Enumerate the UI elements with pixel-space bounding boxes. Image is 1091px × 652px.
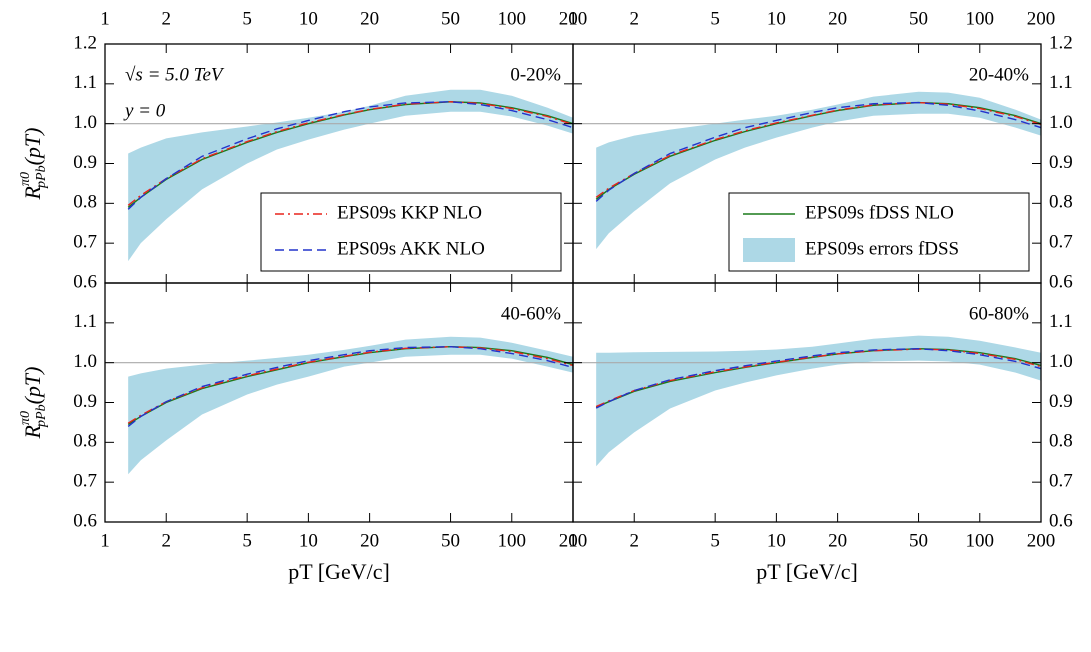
error-band xyxy=(128,336,573,475)
plot-area xyxy=(105,336,573,475)
x-tick-label: 2 xyxy=(629,530,639,551)
y-label-tail: (pT) xyxy=(20,367,45,405)
x-tick-label: 200 xyxy=(1027,8,1056,29)
y-tick-label: 1.1 xyxy=(1049,311,1073,332)
x-tick-label: 1 xyxy=(100,8,110,29)
y-label-main: R xyxy=(20,424,45,439)
y-tick-label: 0.7 xyxy=(73,471,97,492)
panel-label: 0-20% xyxy=(510,64,561,85)
curve xyxy=(595,348,1041,408)
y-tick-label: 1.2 xyxy=(1049,32,1073,53)
y-tick-label: 0.7 xyxy=(73,232,97,253)
y-tick-label: 1.0 xyxy=(73,112,97,133)
curve xyxy=(595,348,1041,409)
x-tick-label: 200 xyxy=(559,530,588,551)
x-tick-label: 2 xyxy=(161,8,171,29)
x-tick-label: 50 xyxy=(909,8,928,29)
x-tick-label: 200 xyxy=(1027,530,1056,551)
annotation: √s = 5.0 TeV xyxy=(125,64,225,85)
x-tick-label: 100 xyxy=(966,8,995,29)
x-tick-label: 50 xyxy=(909,530,928,551)
y-tick-label: 0.8 xyxy=(1049,192,1073,213)
x-tick-label: 50 xyxy=(441,530,460,551)
plot-area xyxy=(573,335,1041,467)
y-tick-label: 0.6 xyxy=(1049,271,1073,292)
y-tick-label: 0.7 xyxy=(1049,232,1073,253)
legend-label: EPS09s KKP NLO xyxy=(337,202,482,223)
x-tick-label: 20 xyxy=(828,8,847,29)
y-label-main: R xyxy=(20,185,45,200)
panel-label: 20-40% xyxy=(969,64,1029,85)
y-label-tail: (pT) xyxy=(20,128,45,166)
legend-label: EPS09s AKK NLO xyxy=(337,238,485,259)
legend-swatch xyxy=(743,238,795,262)
annotation: y = 0 xyxy=(123,100,166,121)
y-tick-label: 0.6 xyxy=(73,271,97,292)
y-tick-label: 1.1 xyxy=(73,311,97,332)
curve xyxy=(127,346,573,427)
x-tick-label: 100 xyxy=(498,8,527,29)
y-tick-label: 0.9 xyxy=(1049,391,1073,412)
x-tick-label: 5 xyxy=(710,530,720,551)
x-tick-label: 5 xyxy=(242,530,252,551)
y-tick-label: 1.0 xyxy=(1049,112,1073,133)
x-tick-label: 20 xyxy=(360,8,379,29)
curve xyxy=(127,346,573,424)
x-tick-label: 50 xyxy=(441,8,460,29)
y-label-sup: π0 xyxy=(18,411,33,425)
y-tick-label: 0.8 xyxy=(73,192,97,213)
error-band xyxy=(128,89,573,262)
x-tick-label: 200 xyxy=(559,8,588,29)
x-tick-label: 5 xyxy=(242,8,252,29)
y-tick-label: 0.8 xyxy=(73,431,97,452)
plot-area xyxy=(573,91,1041,250)
y-axis-label: Rπ0pPb(pT) xyxy=(18,128,49,201)
y-label-sup: π0 xyxy=(18,172,33,186)
y-tick-label: 0.9 xyxy=(73,391,97,412)
y-tick-label: 0.9 xyxy=(1049,152,1073,173)
panel-label: 60-80% xyxy=(969,303,1029,324)
x-axis-label: pT [GeV/c] xyxy=(756,559,858,584)
x-tick-label: 100 xyxy=(498,530,527,551)
x-tick-label: 10 xyxy=(767,8,786,29)
x-tick-label: 10 xyxy=(299,8,318,29)
error-band xyxy=(596,91,1041,250)
x-tick-label: 1 xyxy=(568,530,578,551)
x-tick-label: 10 xyxy=(299,530,318,551)
curve xyxy=(595,101,1041,202)
x-axis-label: pT [GeV/c] xyxy=(288,559,390,584)
x-tick-label: 20 xyxy=(828,530,847,551)
panel-label: 40-60% xyxy=(501,303,561,324)
y-tick-label: 0.6 xyxy=(73,510,97,531)
y-axis-label: Rπ0pPb(pT) xyxy=(18,367,49,440)
y-label-sub: pPb xyxy=(34,165,49,189)
y-tick-label: 1.0 xyxy=(73,351,97,372)
x-tick-label: 5 xyxy=(710,8,720,29)
x-tick-label: 1 xyxy=(568,8,578,29)
legend-box xyxy=(260,192,562,272)
y-tick-label: 0.6 xyxy=(1049,510,1073,531)
x-tick-label: 100 xyxy=(966,530,995,551)
y-tick-label: 1.0 xyxy=(1049,351,1073,372)
y-tick-label: 0.9 xyxy=(73,152,97,173)
x-tick-label: 2 xyxy=(629,8,639,29)
y-tick-label: 1.1 xyxy=(73,72,97,93)
y-tick-label: 0.7 xyxy=(1049,471,1073,492)
curve xyxy=(127,101,573,210)
y-tick-label: 1.2 xyxy=(73,32,97,53)
legend-label: EPS09s errors fDSS xyxy=(805,238,959,259)
legend-label: EPS09s fDSS NLO xyxy=(805,202,954,223)
x-tick-label: 2 xyxy=(161,530,171,551)
y-tick-label: 0.8 xyxy=(1049,431,1073,452)
error-band xyxy=(596,335,1041,467)
y-tick-label: 1.1 xyxy=(1049,72,1073,93)
y-label-sub: pPb xyxy=(34,404,49,428)
x-tick-label: 10 xyxy=(767,530,786,551)
x-tick-label: 1 xyxy=(100,530,110,551)
plot-area xyxy=(105,89,573,262)
x-tick-label: 20 xyxy=(360,530,379,551)
